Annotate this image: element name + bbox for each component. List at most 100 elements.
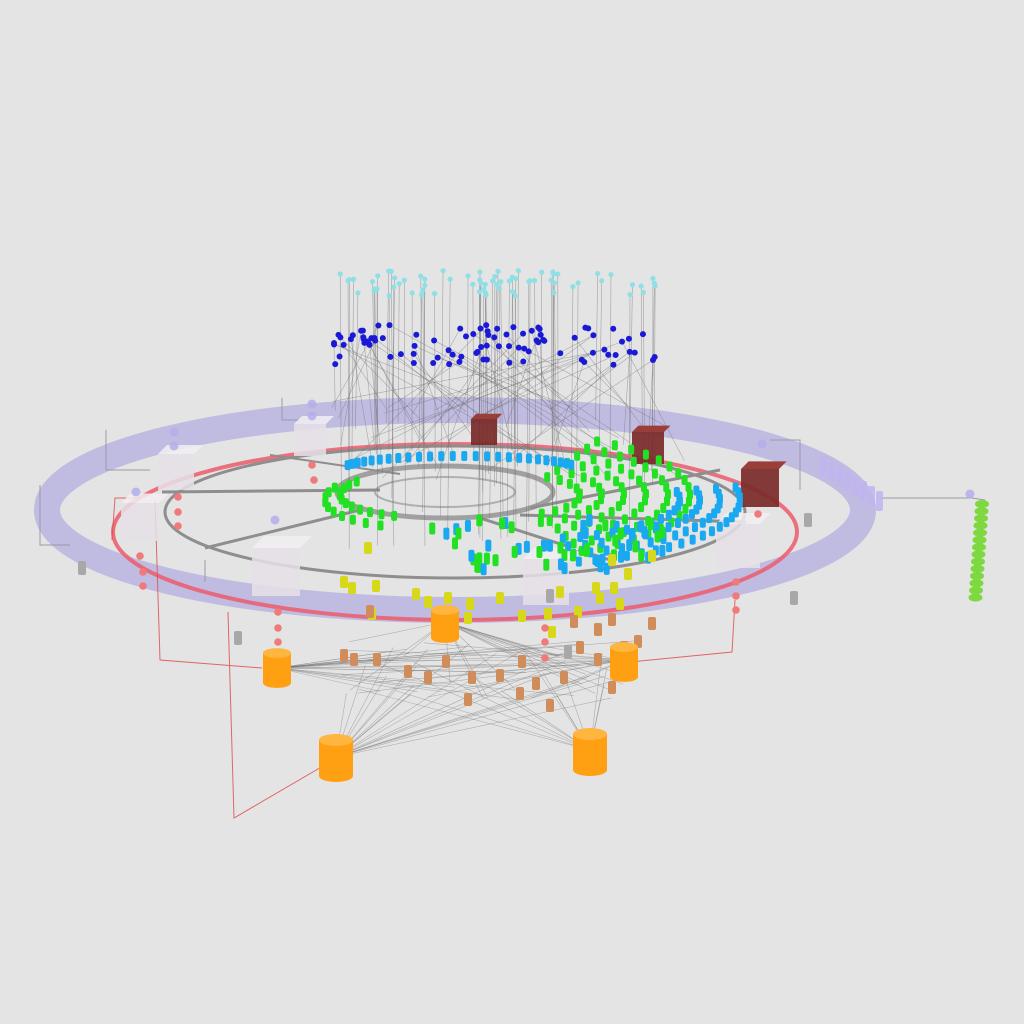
cylinder-top <box>263 648 291 658</box>
cube-top <box>741 461 787 469</box>
storage-link <box>335 679 619 758</box>
top-node <box>627 292 633 298</box>
cyan-node <box>416 451 423 462</box>
blue-node <box>525 348 532 355</box>
cyan-node <box>575 556 582 567</box>
red-wiring <box>111 497 736 819</box>
cyan-node <box>671 505 678 516</box>
blue-node <box>541 337 548 344</box>
nodes-layer <box>78 268 975 712</box>
top-node <box>482 281 488 287</box>
drop-link <box>526 281 530 549</box>
cyan-node <box>344 460 351 471</box>
spoke-node <box>602 519 609 532</box>
tan-node <box>560 671 568 684</box>
yellow-node <box>592 582 600 594</box>
blue-node <box>528 327 535 334</box>
top-node <box>539 269 545 275</box>
storage-cylinders <box>263 605 638 782</box>
top-node <box>483 292 489 298</box>
top-node <box>509 288 516 295</box>
storage-link <box>335 652 563 758</box>
green-node <box>588 535 595 546</box>
yellow-node <box>412 588 420 600</box>
green-node <box>544 472 551 483</box>
green-node <box>568 468 575 479</box>
cylinder-body <box>319 740 353 776</box>
cyan-node <box>361 456 368 467</box>
green-node <box>563 502 570 513</box>
green-node <box>675 468 682 479</box>
spoke-node <box>485 539 492 552</box>
blue-node <box>331 340 338 347</box>
blue-node <box>411 342 418 349</box>
pink-node <box>174 522 182 530</box>
cross-link <box>437 357 574 408</box>
green-node <box>331 482 338 493</box>
drop-link <box>479 271 484 493</box>
green-node <box>601 447 608 458</box>
tan-node <box>516 687 524 700</box>
stack-node <box>972 543 986 552</box>
storage-cylinder <box>319 734 353 782</box>
stack-node <box>836 466 843 486</box>
spoke-node <box>492 554 499 567</box>
blue-node <box>387 353 394 360</box>
spoke-node <box>629 527 636 540</box>
cross-link <box>486 345 516 462</box>
pink-node <box>274 624 282 632</box>
pink-node <box>732 592 740 600</box>
blue-node <box>610 325 617 332</box>
cross-link <box>574 337 645 429</box>
cylinder-bottom <box>610 672 638 682</box>
top-node <box>401 277 407 283</box>
blue-node <box>585 325 592 332</box>
pink-node <box>139 568 147 576</box>
drop-link <box>516 270 519 467</box>
top-node <box>432 290 438 297</box>
cube-face <box>252 548 300 596</box>
white-cube <box>294 416 334 456</box>
tan-node <box>570 615 578 628</box>
drop-link <box>528 280 531 522</box>
top-node <box>409 290 415 296</box>
drop-link <box>500 281 504 514</box>
green-node <box>660 503 667 514</box>
cube-top <box>121 493 169 503</box>
top-node <box>386 268 392 274</box>
green-node <box>579 461 586 472</box>
green-node <box>682 503 689 514</box>
pink-node <box>541 624 549 632</box>
blue-node <box>515 344 522 351</box>
cross-link <box>448 349 592 457</box>
cube-face <box>121 503 159 541</box>
green-node <box>362 517 369 528</box>
cube-face <box>294 424 326 456</box>
blue-node <box>358 327 365 334</box>
tan-node <box>442 655 450 668</box>
cyan-node <box>682 513 689 524</box>
green-node <box>391 510 398 521</box>
tan-node <box>404 665 412 678</box>
stack-node <box>844 471 851 491</box>
cross-link <box>338 340 376 419</box>
tan-node <box>373 653 381 666</box>
spoke-node <box>511 545 518 558</box>
pink-node <box>274 608 282 616</box>
blue-node <box>506 343 513 350</box>
blue-node <box>605 351 612 358</box>
yellow-node <box>518 610 526 622</box>
blue-node <box>430 359 437 366</box>
green-node <box>349 514 356 525</box>
green-node <box>339 511 346 522</box>
cube-face <box>741 469 779 507</box>
blue-node <box>625 335 632 342</box>
yellow-node <box>348 582 356 594</box>
cyan-node <box>665 509 672 520</box>
drop-link <box>351 279 354 459</box>
top-node <box>509 274 515 280</box>
drop-link <box>390 271 395 547</box>
drop-link <box>571 286 574 467</box>
spoke-node <box>464 519 471 532</box>
cube-face <box>158 454 194 490</box>
